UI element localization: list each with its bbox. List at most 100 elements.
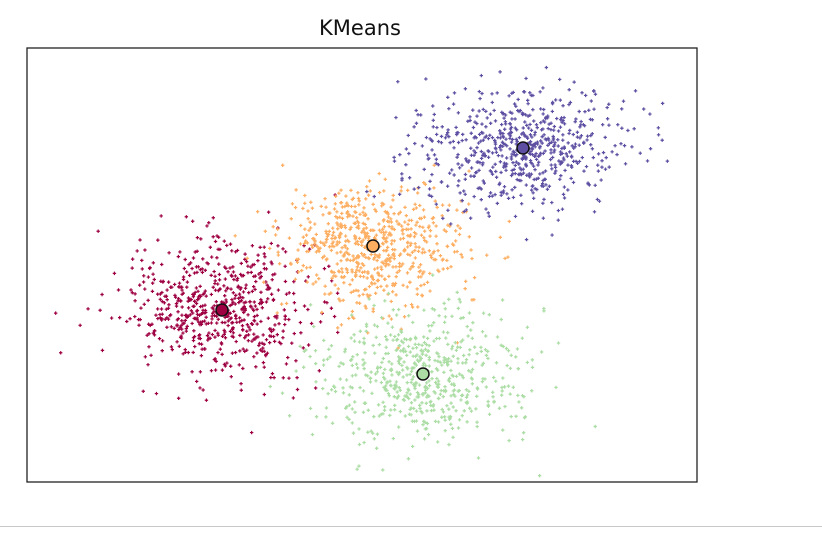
data-point [396,79,400,84]
data-point [444,360,449,365]
data-point [528,133,533,137]
data-point [147,332,151,336]
data-point [344,194,348,198]
data-point [422,437,427,441]
data-point [386,257,390,262]
data-point [373,351,377,355]
data-point [401,236,406,241]
data-point [414,345,419,350]
data-point [471,108,475,112]
data-point [157,336,162,341]
data-point [577,159,582,164]
data-point [389,217,393,221]
data-point [579,133,584,138]
data-point [234,316,238,321]
data-point [386,215,391,219]
data-point [180,327,184,331]
data-point [388,379,392,383]
data-point [452,388,457,392]
data-point [391,338,395,342]
data-point [486,399,490,404]
data-point [427,383,432,388]
data-point [448,140,452,145]
data-point [507,94,511,98]
data-point [470,382,475,386]
data-point [252,314,257,319]
data-point [381,371,386,375]
data-point [410,377,414,382]
data-point [261,346,265,350]
data-point [466,334,470,338]
data-point [391,308,395,312]
data-point [418,406,422,411]
data-point [447,203,452,207]
data-point [243,349,247,354]
data-point [304,266,309,270]
data-point [222,362,227,366]
data-point [295,260,300,264]
data-point [477,89,482,94]
data-point [469,131,473,135]
data-point [475,351,479,356]
data-point [166,306,171,310]
data-point [456,361,460,365]
data-point [268,334,272,338]
data-point [392,394,397,399]
data-point [189,309,194,313]
data-point [488,121,493,125]
data-point [216,235,221,239]
data-point [130,266,134,270]
data-point [204,315,208,319]
data-point [402,360,406,364]
data-point [429,403,433,408]
data-point [524,183,528,187]
data-point [458,191,462,195]
data-point [536,163,540,167]
data-point [463,279,468,284]
data-point [250,322,255,327]
data-point [302,349,307,353]
data-point [422,308,426,312]
data-point [457,297,462,301]
data-point [531,107,535,112]
data-point [339,201,343,205]
data-point [446,362,450,366]
data-point [192,292,196,296]
data-point [456,130,460,135]
data-point [432,163,436,167]
data-point [194,379,199,384]
data-point [525,136,530,140]
data-point [381,230,386,235]
data-point [399,264,403,268]
data-point [245,329,249,333]
data-point [465,420,469,424]
data-point [417,265,421,269]
data-point [96,229,100,233]
data-point [381,400,385,405]
data-point [521,431,526,435]
data-point [312,324,316,329]
data-point [487,313,491,317]
data-point [562,196,567,200]
data-point [567,88,571,92]
data-point [487,412,492,416]
data-point [568,128,572,133]
data-point [480,363,484,367]
data-point [358,385,362,390]
data-point [457,232,462,237]
data-point [363,351,367,355]
data-point [380,260,384,264]
data-point [364,306,368,310]
data-point [206,262,210,266]
data-point [330,241,334,246]
data-point [404,147,409,151]
data-point [370,391,374,395]
data-point [562,185,567,189]
data-point [445,133,449,137]
data-point [475,424,479,429]
data-point [541,127,545,131]
data-point [293,308,298,313]
data-point [373,291,378,295]
data-point [333,389,338,394]
data-point [593,183,597,188]
